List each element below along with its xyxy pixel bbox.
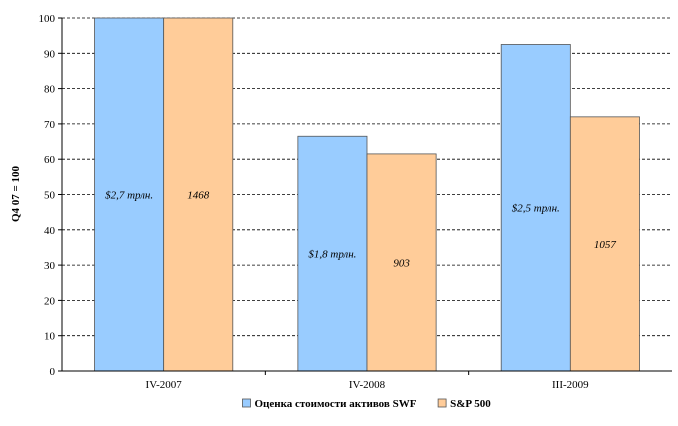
x-tick-label: IV-2007 [146, 379, 183, 391]
y-axis-label: Q4 07 = 100 [10, 165, 22, 222]
data-label: $2,5 трлн. [512, 203, 560, 215]
bar [366, 153, 437, 372]
y-tick-label: 10 [44, 331, 56, 343]
data-label: 903 [393, 257, 410, 269]
bar-labels: $2,7 трлн. 1468 $1,8 трлн. 903 $2,5 трлн. 105… [105, 190, 616, 270]
axes: 0 10 20 30 40 50 60 70 80 90 100 IV-2007 IV-2008 III-… [39, 13, 672, 391]
bar [569, 116, 640, 372]
bar [163, 17, 234, 372]
data-label: 1468 [187, 190, 210, 202]
x-tick-label: III-2009 [552, 379, 589, 391]
bar [500, 44, 571, 372]
legend-label: Оценка стоимости активов SWF [255, 398, 417, 410]
y-tick-label: 40 [44, 225, 56, 237]
y-tick-label: 100 [39, 13, 56, 25]
bar [297, 135, 368, 372]
data-label: 1057 [594, 239, 617, 251]
legend-swatch [242, 398, 251, 408]
y-tick-label: 80 [44, 84, 56, 96]
legend-label: S&P 500 [450, 398, 491, 410]
y-tick-label: 0 [50, 366, 56, 378]
y-tick-label: 90 [44, 48, 56, 60]
y-tick-label: 50 [44, 190, 56, 202]
y-tick-label: 70 [44, 119, 56, 131]
y-tick-label: 30 [44, 260, 56, 272]
legend-swatch [437, 398, 447, 408]
y-tick-label: 60 [44, 154, 56, 166]
data-label: $2,7 трлн. [105, 190, 153, 202]
bars [94, 17, 640, 372]
data-label: $1,8 трлн. [308, 249, 356, 261]
x-tick-label: IV-2008 [349, 379, 386, 391]
legend: Оценка стоимости активов SWF S&P 500 [242, 398, 491, 410]
y-tick-label: 20 [44, 295, 56, 307]
